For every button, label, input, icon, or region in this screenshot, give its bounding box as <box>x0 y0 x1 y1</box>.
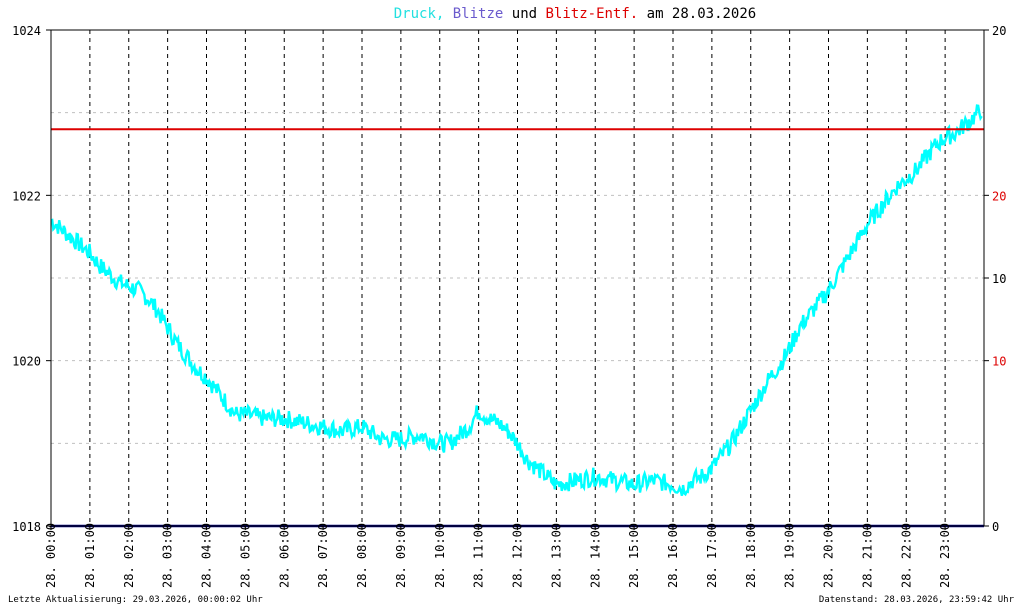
x-tick-label: 28. 03:00 <box>161 523 175 588</box>
x-tick-label: 28. 17:00 <box>705 523 719 588</box>
x-tick-label: 28. 15:00 <box>627 523 641 588</box>
x-tick-label: 28. 00:00 <box>44 523 58 588</box>
x-tick-label: 28. 16:00 <box>666 523 680 588</box>
title-part-1: Blitze <box>444 6 503 22</box>
title-part-2: und <box>503 6 537 22</box>
x-tick-label: 28. 04:00 <box>200 523 214 588</box>
x-tick-label: 28. 12:00 <box>511 523 525 588</box>
title-part-3: Blitz-Entf. <box>537 6 638 22</box>
x-axis: 28. 00:00 28. 01:00 28. 02:00 28. 03:00 28. … <box>44 523 952 588</box>
druck-series-line <box>50 104 983 497</box>
x-tick-label: 28. 23:00 <box>938 523 952 588</box>
title-part-0: Druck, <box>394 6 445 22</box>
footer-last-update: Letzte Aktualisierung: 29.03.2026, 00:00… <box>8 595 263 605</box>
x-tick-label: 28. 13:00 <box>549 523 563 588</box>
x-tick-label: 28. 14:00 <box>588 523 602 588</box>
y-tick-label: 1022 <box>12 189 41 203</box>
footer-data-status: Datenstand: 28.03.2026, 23:59:42 Uhr <box>819 595 1015 605</box>
x-tick-label: 28. 21:00 <box>860 523 874 588</box>
x-tick-label: 28. 20:00 <box>822 523 836 588</box>
x-tick-label: 28. 01:00 <box>83 523 97 588</box>
x-tick-label: 28. 09:00 <box>394 523 408 588</box>
y-right-tick-label: 20 <box>992 189 1006 203</box>
x-tick-label: 28. 07:00 <box>316 523 330 588</box>
y-right-tick-label: 10 <box>992 272 1006 286</box>
x-tick-label: 28. 06:00 <box>277 523 291 588</box>
x-tick-label: 28. 18:00 <box>744 523 758 588</box>
chart-title: Druck, Blitze und Blitz-Entf. am 28.03.2… <box>394 6 756 22</box>
x-tick-label: 28. 10:00 <box>433 523 447 588</box>
title-part-4: am 28.03.2026 <box>638 6 756 22</box>
grid-lines <box>51 30 984 526</box>
x-tick-label: 28. 19:00 <box>783 523 797 588</box>
x-tick-label: 28. 05:00 <box>238 523 252 588</box>
x-tick-label: 28. 22:00 <box>899 523 913 588</box>
y-axis-right: 20 20 10 10 0 <box>984 24 1006 534</box>
y-right-tick-label: 0 <box>992 520 999 534</box>
x-tick-label: 28. 02:00 <box>122 523 136 588</box>
x-tick-label: 28. 08:00 <box>355 523 369 588</box>
y-tick-label: 1020 <box>12 355 41 369</box>
y-tick-label: 1018 <box>12 520 41 534</box>
x-tick-label: 28. 11:00 <box>472 523 486 588</box>
y-right-tick-label: 20 <box>992 24 1006 38</box>
y-right-tick-label: 10 <box>992 355 1006 369</box>
y-axis-left: 1018 1020 1022 1024 <box>12 24 51 534</box>
y-tick-label: 1024 <box>12 24 41 38</box>
